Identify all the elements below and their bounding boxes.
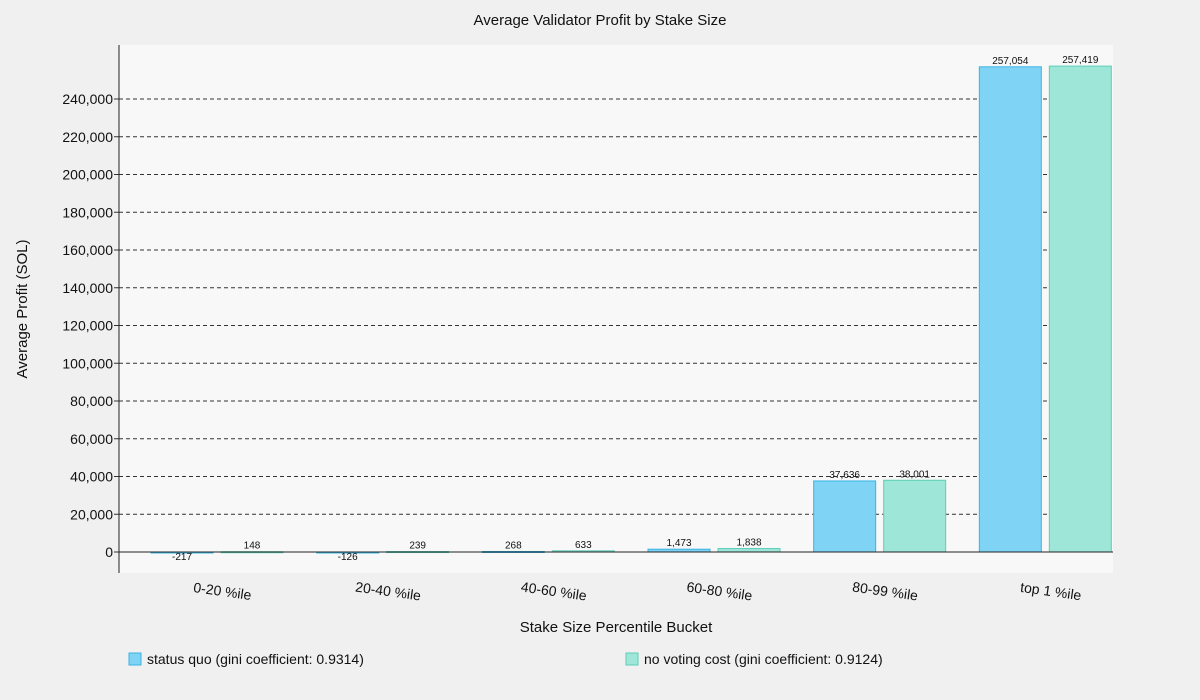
y-tick-label: 80,000 [70,393,113,409]
data-label: 148 [244,541,261,552]
data-label: 268 [505,540,522,551]
bar-status-quo [813,480,877,553]
x-tick-label: 0-20 %ile [193,579,253,603]
data-label: 1,473 [666,538,691,549]
data-label: -217 [172,552,192,563]
y-tick-label: 120,000 [62,318,113,334]
y-tick-label: 60,000 [70,431,113,447]
data-label: 257,054 [992,56,1029,67]
legend-swatch [128,652,142,666]
y-tick-label: 20,000 [70,506,113,522]
x-tick-label: 40-60 %ile [520,579,588,604]
data-label: 633 [575,540,592,551]
bar-status-quo [978,66,1042,553]
legend: status quo (gini coefficient: 0.9314) no … [128,651,883,667]
y-tick-label: 40,000 [70,469,113,485]
grid-lines [119,98,1113,515]
y-tick-label: 100,000 [62,355,113,371]
y-tick-label: 180,000 [62,204,113,220]
x-tick-label: 60-80 %ile [686,579,754,604]
bar-no-voting-cost [717,548,781,553]
bar-no-voting-cost [883,479,947,553]
data-label: 38,001 [899,469,930,480]
bar-no-voting-cost [1048,65,1112,553]
y-tick-label: 200,000 [62,167,113,183]
legend-label: no voting cost (gini coefficient: 0.9124… [644,651,883,667]
y-axis-title: Average Profit (SOL) [14,240,31,379]
x-axis-title: Stake Size Percentile Bucket [520,619,713,636]
plot-area [119,45,1113,573]
data-label: -126 [338,552,358,563]
y-tick-label: 220,000 [62,129,113,145]
data-label: 1,838 [736,538,761,549]
x-tick-label: top 1 %ile [1019,579,1082,603]
y-tick-label: 140,000 [62,280,113,296]
bars: -217 148 -126 239 268 633 1,473 1,838 37,636 38,0… [150,55,1112,563]
legend-swatch [625,652,639,666]
x-tick-label: 20-40 %ile [354,579,422,604]
data-label: 257,419 [1062,55,1099,66]
x-tick-label: 80-99 %ile [851,579,919,604]
y-tick-label: 240,000 [62,91,113,107]
data-label: 37,636 [829,470,860,481]
legend-label: status quo (gini coefficient: 0.9314) [147,651,364,667]
y-tick-label: 160,000 [62,242,113,258]
y-tick-label: 0 [105,544,113,560]
chart-title: Average Validator Profit by Stake Size [474,12,727,29]
data-label: 239 [409,541,426,552]
